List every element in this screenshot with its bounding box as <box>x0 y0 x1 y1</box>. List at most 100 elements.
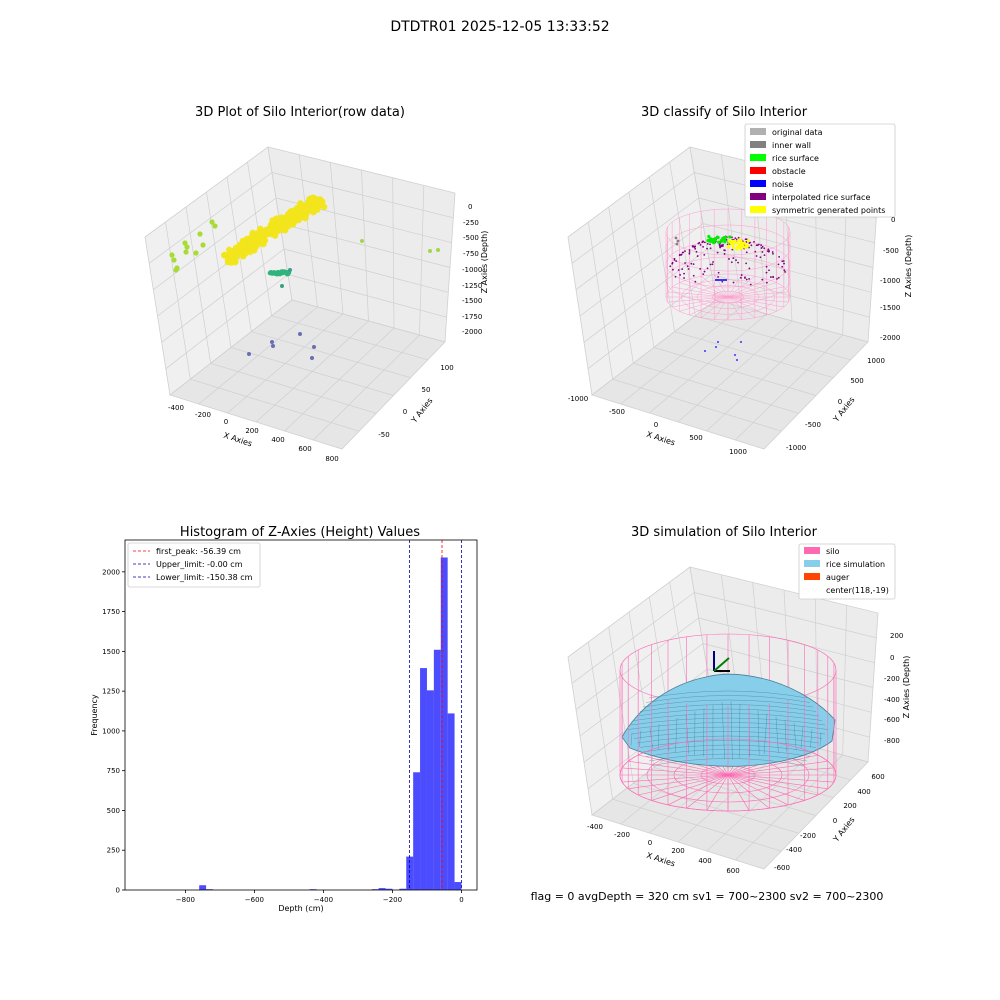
x-tick-label: 0 <box>654 421 658 429</box>
data-point <box>706 247 708 250</box>
x-tick-label: 200 <box>671 847 684 855</box>
data-point <box>744 238 747 241</box>
gridline <box>711 274 870 318</box>
data-point <box>765 271 768 274</box>
histogram-bar <box>454 882 462 890</box>
data-point <box>783 262 785 265</box>
data-point <box>709 263 712 266</box>
data-point <box>781 260 784 263</box>
y-tick-label: 50 <box>422 386 431 394</box>
histogram-bar <box>440 557 448 890</box>
data-point <box>745 262 748 265</box>
data-point <box>765 265 768 268</box>
surface-mesh-line <box>763 713 768 755</box>
surface-mesh-line <box>800 726 804 749</box>
x-tick-label: −600 <box>245 896 264 904</box>
silo-spoke <box>727 767 834 776</box>
legend-swatch <box>750 154 766 161</box>
surface-mesh-line <box>630 733 633 746</box>
silo-ring <box>712 291 744 303</box>
data-point <box>675 242 679 246</box>
data-point <box>707 234 711 239</box>
data-point <box>767 250 770 253</box>
y-arrow <box>713 657 730 672</box>
histogram-bar <box>199 885 207 890</box>
data-point <box>745 243 750 248</box>
silo-ring <box>665 224 791 272</box>
legend-label: center(118,-19) <box>826 586 889 595</box>
data-point <box>241 238 248 245</box>
data-point <box>699 268 702 270</box>
data-point <box>247 352 251 356</box>
z-tick-label: -1500 <box>880 304 900 312</box>
x-tick-label: -400 <box>168 404 184 412</box>
y-tick-label: 600 <box>871 773 884 781</box>
legend-swatch <box>750 167 766 174</box>
y-tick-label: 750 <box>107 767 120 775</box>
data-point <box>436 248 440 252</box>
data-point <box>732 257 735 260</box>
legend-swatch <box>750 193 766 200</box>
data-point <box>310 356 314 360</box>
data-point <box>727 244 731 248</box>
orientation-axes-glyph <box>713 651 730 672</box>
legend-label: first_peak: -56.39 cm <box>156 547 241 556</box>
data-point <box>755 255 758 257</box>
y-tick-label: 1250 <box>102 688 120 696</box>
data-point <box>771 251 774 253</box>
data-point <box>777 276 780 279</box>
legend-entries: original data inner wall rice surface obsta… <box>750 128 885 215</box>
data-point <box>228 248 236 255</box>
z-tick-label: -500 <box>463 234 479 242</box>
legend-label: interpolated rice surface <box>772 193 870 202</box>
data-point <box>298 332 302 336</box>
legend-entries: silo rice simulation auger center(118,-19) <box>804 547 889 595</box>
data-point <box>702 273 705 276</box>
data-point <box>696 255 699 257</box>
surface-mesh-line <box>775 716 779 753</box>
data-point <box>711 240 716 244</box>
data-point <box>721 280 724 283</box>
data-point <box>360 239 364 243</box>
z-tick-label: -1000 <box>880 277 900 285</box>
axes-box <box>144 146 456 450</box>
data-point <box>703 253 706 256</box>
legend: silo rice simulation auger center(118,-19) <box>798 543 896 600</box>
silo-spoke <box>706 774 729 811</box>
silo-spoke <box>727 760 828 776</box>
data-point <box>669 265 672 268</box>
data-point <box>702 245 704 248</box>
data-point <box>285 222 292 230</box>
data-point <box>772 252 774 255</box>
legend-label: inner wall <box>772 141 811 150</box>
data-point <box>722 236 727 240</box>
z-axis-label: Z Axies (Depth) <box>904 235 913 298</box>
data-point <box>182 240 188 246</box>
y-tick-label: 500 <box>850 377 863 385</box>
data-point <box>671 262 674 265</box>
data-point <box>729 241 733 245</box>
data-point <box>763 247 766 250</box>
silo-spoke <box>727 774 750 811</box>
x-tick-label: -1000 <box>568 395 588 403</box>
data-point <box>709 243 711 246</box>
legend-label: symmetric generated points <box>772 206 885 215</box>
z-tick-label: -250 <box>463 219 479 227</box>
y-axis-label: Y Axies <box>831 395 857 424</box>
data-point <box>757 243 760 246</box>
data-point <box>723 249 726 252</box>
y-tick-label: -600 <box>774 864 790 872</box>
data-point <box>732 281 735 284</box>
silo-base-rim <box>619 738 837 812</box>
data-point <box>754 250 757 253</box>
data-point <box>684 250 686 253</box>
data-point <box>736 245 740 249</box>
data-point <box>712 261 714 263</box>
silo-spoke <box>638 754 729 776</box>
legend-frame <box>744 123 896 218</box>
legend-label: rice simulation <box>826 560 885 569</box>
surface-mesh-line <box>810 729 813 748</box>
data-point <box>688 249 691 251</box>
y-tick-label: 0 <box>403 408 407 416</box>
y-ticks: 0 250 500 750 1000 1250 1500 1750 2000 <box>102 568 125 895</box>
